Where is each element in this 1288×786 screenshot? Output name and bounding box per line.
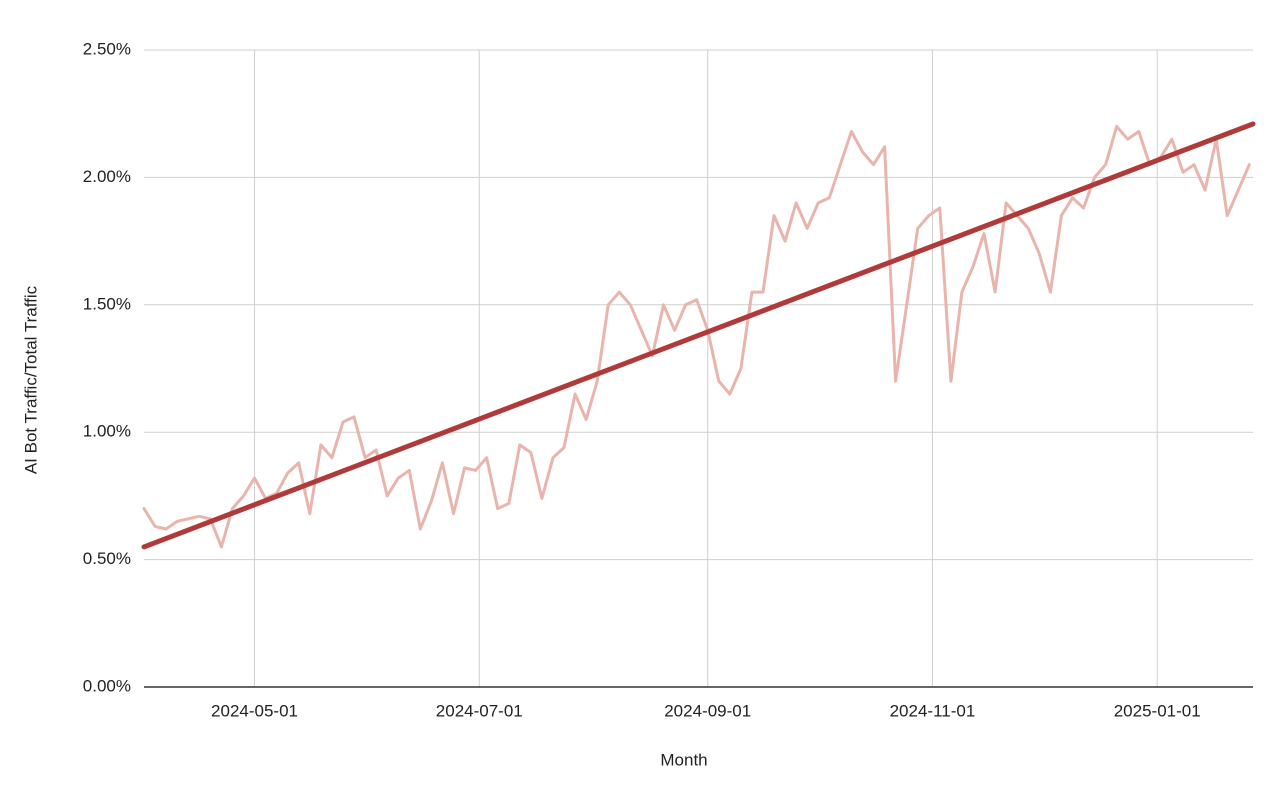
- x-axis-title: Month: [660, 750, 707, 769]
- data-line: [142, 124, 1251, 549]
- y-tick-label: 2.00%: [83, 167, 131, 186]
- x-tick-label: 2024-07-01: [436, 701, 523, 720]
- y-tick-label: 1.00%: [83, 422, 131, 441]
- trend-line: [141, 121, 1256, 550]
- y-tick-label: 2.50%: [83, 39, 131, 58]
- y-axis-title: AI Bot Traffic/Total Traffic: [21, 285, 40, 474]
- x-tick-label: 2024-11-01: [890, 701, 976, 720]
- x-tick-label: 2025-01-01: [1114, 701, 1201, 720]
- y-tick-label: 0.50%: [83, 549, 131, 568]
- x-tick-label: 2024-09-01: [664, 701, 751, 720]
- y-tick-label: 0.00%: [83, 676, 131, 695]
- y-tick-label: 1.50%: [83, 294, 131, 313]
- x-tick-label: 2024-05-01: [211, 701, 298, 720]
